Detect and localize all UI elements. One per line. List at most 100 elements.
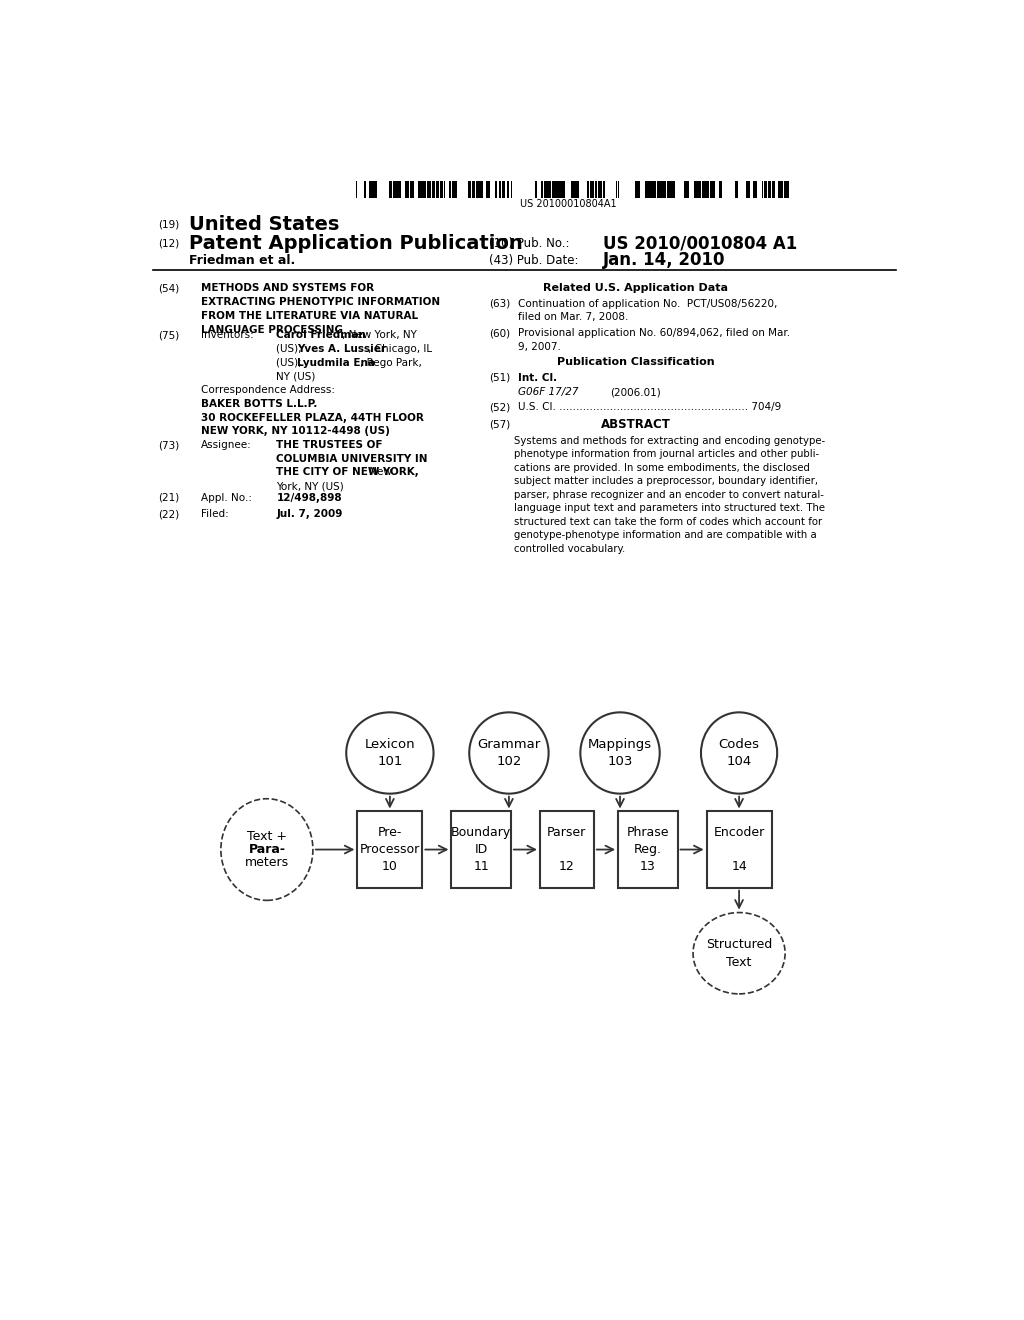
Text: (43) Pub. Date:: (43) Pub. Date: [489,253,579,267]
Text: structured text can take the form of codes which account for: structured text can take the form of cod… [514,516,822,527]
Bar [557,181,561,198]
FancyBboxPatch shape [357,812,423,887]
Text: Provisional application No. 60/894,062, filed on Mar.: Provisional application No. 60/894,062, … [518,329,791,338]
Text: Mappings
103: Mappings 103 [588,738,652,768]
Bar [548,181,551,198]
Bar [440,181,441,198]
Bar [355,181,357,198]
Text: phenotype information from journal articles and other publi-: phenotype information from journal artic… [514,449,819,459]
Ellipse shape [581,713,659,793]
Bar [684,181,686,198]
Text: filed on Mar. 7, 2008.: filed on Mar. 7, 2008. [518,313,629,322]
Bar [653,181,656,198]
Text: FROM THE LITERATURE VIA NATURAL: FROM THE LITERATURE VIA NATURAL [201,312,418,321]
Bar [662,181,664,198]
FancyBboxPatch shape [707,812,772,887]
Bar [719,181,722,198]
Text: Lexicon
101: Lexicon 101 [365,738,415,768]
Bar [694,181,696,198]
Bar [472,181,475,198]
Text: NEW YORK, NY 10112-4498 (US): NEW YORK, NY 10112-4498 (US) [201,426,390,437]
Text: United States: United States [189,215,340,234]
Text: Friedman et al.: Friedman et al. [189,253,295,267]
Bar [364,181,367,198]
Bar [468,181,471,198]
Bar [706,181,709,198]
Text: Appl. No.:: Appl. No.: [201,492,252,503]
Text: Correspondence Address:: Correspondence Address: [201,385,335,395]
Text: (54): (54) [158,284,179,293]
Bar [449,181,452,198]
Ellipse shape [469,713,549,793]
Bar [785,181,790,198]
Text: Codes
104: Codes 104 [719,738,760,768]
Bar [370,181,373,198]
Bar [768,181,771,198]
Bar [554,181,557,198]
Text: Structured
Text: Structured Text [706,937,772,969]
Text: cations are provided. In some embodiments, the disclosed: cations are provided. In some embodiment… [514,463,810,473]
Text: Pre-
Processor
10: Pre- Processor 10 [359,826,420,873]
Text: Jul. 7, 2009: Jul. 7, 2009 [276,510,343,519]
Text: meters: meters [245,857,289,870]
Bar [373,181,377,198]
Text: language input text and parameters into structured text. The: language input text and parameters into … [514,503,825,513]
Text: Phrase
Reg.
13: Phrase Reg. 13 [627,826,669,873]
Bar [638,181,640,198]
Text: ABSTRACT: ABSTRACT [601,418,671,432]
Bar [783,181,784,198]
Bar [481,181,483,198]
Bar [616,181,617,198]
Text: U.S. Cl. ........................................................ 704/9: U.S. Cl. ...............................… [518,403,781,412]
Text: controlled vocabulary.: controlled vocabulary. [514,544,626,553]
Bar [443,181,445,198]
Bar [389,181,392,198]
Bar [778,181,780,198]
Text: Para-: Para- [249,843,286,857]
Bar [542,181,544,198]
Ellipse shape [346,713,433,793]
FancyBboxPatch shape [618,812,678,887]
Bar [427,181,431,198]
Text: METHODS AND SYSTEMS FOR: METHODS AND SYSTEMS FOR [201,284,374,293]
Bar [436,181,439,198]
Text: Text +: Text + [247,830,287,843]
Bar [772,181,775,198]
Text: THE CITY OF NEW YORK,: THE CITY OF NEW YORK, [276,467,419,478]
Bar [590,181,594,198]
Text: (US);: (US); [276,345,305,354]
Ellipse shape [693,912,785,994]
Text: Filed:: Filed: [201,510,228,519]
Bar [544,181,546,198]
Bar [475,181,477,198]
Text: Encoder

14: Encoder 14 [714,826,765,873]
Bar [452,181,454,198]
Text: Jan. 14, 2010: Jan. 14, 2010 [602,251,725,269]
Bar [507,181,509,198]
Bar [499,181,502,198]
Bar [536,181,538,198]
Text: Systems and methods for extracting and encoding genotype-: Systems and methods for extracting and e… [514,436,825,446]
Bar [393,181,395,198]
Bar [552,181,554,198]
Text: Related U.S. Application Data: Related U.S. Application Data [544,284,728,293]
Bar [710,181,712,198]
Bar [635,181,638,198]
Bar [398,181,400,198]
Text: (22): (22) [158,510,179,519]
Text: NY (US): NY (US) [276,371,315,381]
Bar [667,181,669,198]
Text: (52): (52) [489,403,510,412]
Text: , Chicago, IL: , Chicago, IL [369,345,432,354]
Bar [441,181,443,198]
Text: subject matter includes a preprocessor, boundary identifier,: subject matter includes a preprocessor, … [514,477,818,486]
Text: EXTRACTING PHENOTYPIC INFORMATION: EXTRACTING PHENOTYPIC INFORMATION [201,297,440,308]
Bar [671,181,675,198]
Bar [573,181,577,198]
Bar [696,181,699,198]
Text: Assignee:: Assignee: [201,440,252,450]
Bar [712,181,716,198]
Text: , Rego Park,: , Rego Park, [359,358,422,368]
Text: parser, phrase recognizer and an encoder to convert natural-: parser, phrase recognizer and an encoder… [514,490,824,500]
Bar [762,181,764,198]
